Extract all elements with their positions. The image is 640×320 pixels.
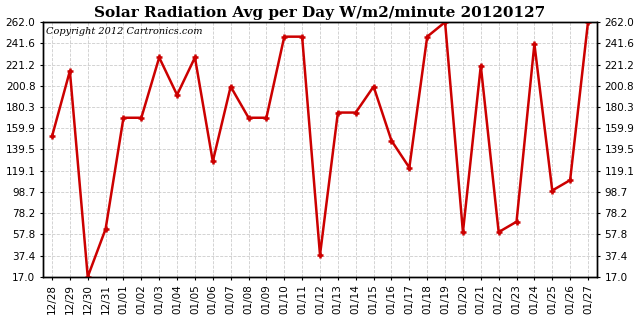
Title: Solar Radiation Avg per Day W/m2/minute 20120127: Solar Radiation Avg per Day W/m2/minute … bbox=[94, 5, 546, 20]
Text: Copyright 2012 Cartronics.com: Copyright 2012 Cartronics.com bbox=[46, 27, 202, 36]
